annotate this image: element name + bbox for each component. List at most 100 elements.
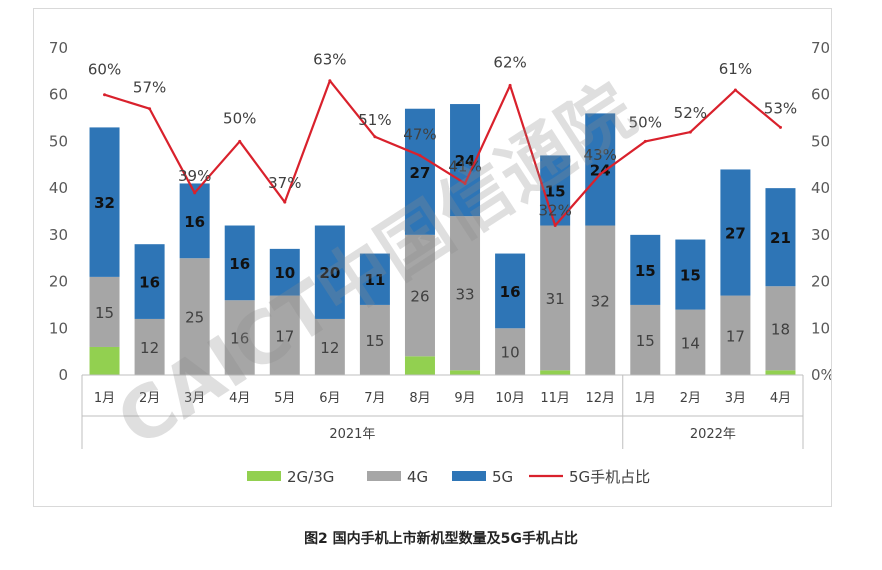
bar-4g-segment [269,295,300,375]
bar-data-label: 16 [229,255,250,273]
x-tick-label: 3月 [184,391,205,406]
bar-data-label: 32 [94,194,115,212]
y-right-tick-label: 40% [811,179,831,197]
x-tick-label: 11月 [540,391,570,406]
bar-data-label: 14 [681,334,700,352]
bar-4g-segment [314,318,345,375]
bar-5g-segment [675,239,706,310]
bar-data-label: 15 [365,332,384,350]
bar-4g-segment [450,216,481,371]
x-tick-label: 12月 [585,391,615,406]
line-point [778,125,782,129]
bar-2g3g-segment [404,356,435,375]
line-data-label: 62% [493,53,526,71]
x-axis-group-label: 2022年 [690,427,736,442]
line-point [148,107,152,111]
line-point [508,83,512,87]
bar-5g-segment [314,225,345,319]
bar-2g3g-segment [765,370,796,375]
line-data-label: 50% [629,113,662,131]
x-tick-label: 3月 [725,391,746,406]
y-right-tick-label: 70% [811,39,831,57]
bar-4g-segment [495,328,526,375]
bar-data-label: 11 [364,271,385,289]
bar-data-label: 16 [230,330,249,348]
x-tick-label: 5月 [274,391,295,406]
line-point [418,153,422,157]
y-left-tick-label: 50 [49,132,68,150]
line-point [328,79,332,83]
y-right-tick-label: 10% [811,319,831,337]
line-point [238,139,242,143]
line-5g-share [104,79,782,227]
bar-4g-segment [134,318,165,375]
bar-4g-segment [765,286,796,371]
bar-data-label: 26 [410,288,429,306]
legend-swatch [367,471,401,481]
y-left-tick-label: 0 [58,366,68,384]
bar-5g-segment [179,183,210,259]
legend-label: 5G [492,468,513,486]
bar-data-label: 16 [500,283,521,301]
line-point [598,172,602,176]
bar-4g-segment [179,258,210,375]
bar-data-label: 15 [635,262,656,280]
bar-data-label: 15 [680,267,701,285]
line-point [643,139,647,143]
line-data-label: 32% [538,202,571,220]
line-data-label: 63% [313,51,346,69]
y-right-tick-label: 30% [811,226,831,244]
bar-4g-segment [585,225,616,375]
line-point [193,191,197,195]
x-tick-label: 4月 [770,391,791,406]
legend-label: 5G手机占比 [569,468,650,486]
chart-frame: 0 10 20 30 40 50 60 70 0% 10% 20% 30% 40% 50% 60% 70% 15… [33,8,832,507]
y-left-tick-label: 20 [49,273,68,291]
bar-data-label: 17 [275,327,294,345]
bar-data-label: 16 [139,274,160,292]
line-data-label: 47% [403,125,436,143]
x-tick-label: 1月 [635,391,656,406]
bar-data-label: 20 [319,264,340,282]
x-tick-label: 8月 [409,391,430,406]
y-left-tick-label: 40 [49,179,68,197]
legend-swatch [247,471,281,481]
bar-4g-segment [630,304,661,375]
line-data-label: 41% [448,157,481,175]
x-tick-label: 4月 [229,391,250,406]
bar-5g-segment [269,248,300,296]
line-data-label: 43% [584,146,617,164]
bar-5g-segment [765,188,796,287]
bar-4g-segment [675,309,706,375]
legend-label: 4G [407,468,428,486]
bar-data-label: 21 [770,229,791,247]
x-tick-label: 2月 [680,391,701,406]
bar-data-label: 18 [771,320,790,338]
bar-data-label: 24 [455,152,476,170]
bar-5g-segment [404,108,435,235]
x-tick-label: 10月 [495,391,525,406]
bar-5g-segment [89,127,120,277]
bar-2g3g-segment [89,346,120,375]
y-left-tick-label: 30 [49,226,68,244]
bar-4g-segment [224,300,255,375]
bar-data-label: 10 [274,264,295,282]
x-tick-label: 1月 [94,391,115,406]
bar-5g-segment [630,234,661,305]
x-tick-label: 7月 [364,391,385,406]
bar-data-label: 25 [185,309,204,327]
y-left-tick-label: 70 [49,39,68,57]
line-data-label: 61% [719,60,752,78]
line-data-label: 60% [88,61,121,79]
line-data-label: 53% [764,99,797,117]
line-point [688,130,692,134]
figure-caption: 图2 国内手机上市新机型数量及5G手机占比 [304,531,578,547]
y-right-tick-label: 50% [811,132,831,150]
line-point [373,135,377,139]
bar-data-label: 15 [95,304,114,322]
bar-data-label: 10 [501,344,520,362]
y-left-tick-label: 10 [49,319,68,337]
y-left-tick-label: 60 [49,86,68,104]
legend-swatch [452,471,486,481]
y-right-tick-label: 20% [811,273,831,291]
